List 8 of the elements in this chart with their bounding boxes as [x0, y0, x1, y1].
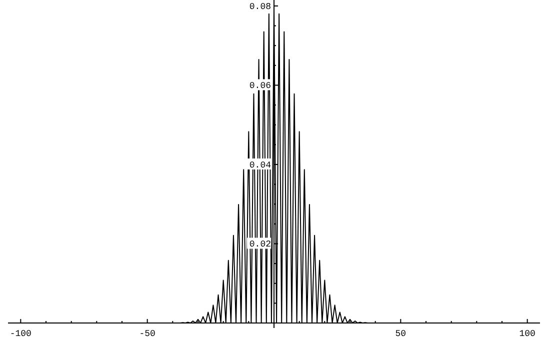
x-tick-label: 50 — [395, 329, 406, 339]
x-tick-label: -50 — [139, 329, 156, 339]
x-tick-label: 100 — [519, 329, 536, 339]
y-tick-label: 0.04 — [249, 160, 271, 170]
x-tick-label: -100 — [10, 329, 32, 339]
y-tick-label: 0.02 — [249, 240, 271, 250]
y-tick-label: 0.08 — [249, 2, 271, 12]
y-tick-label: 0.06 — [249, 81, 271, 92]
